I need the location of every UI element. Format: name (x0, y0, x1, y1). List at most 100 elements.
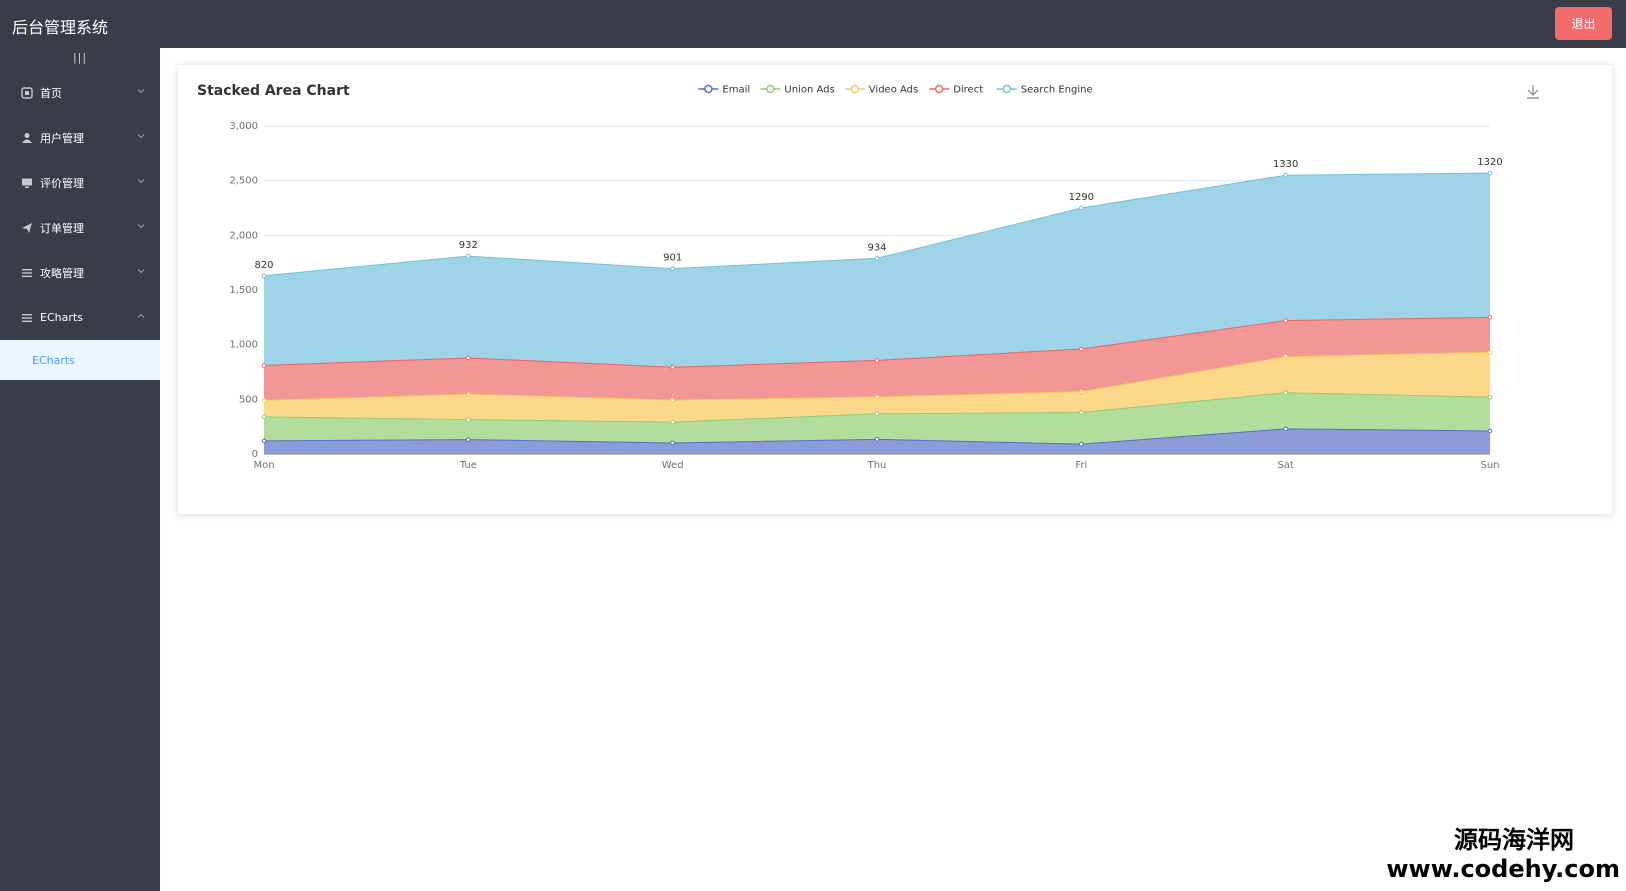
chevron-down-icon (136, 86, 146, 96)
menu-lines-icon[interactable]: ||| (72, 51, 88, 64)
watermark-title: 源码海洋网 (1454, 826, 1574, 854)
data-point (1079, 410, 1084, 415)
x-tick-label: Fri (1075, 460, 1087, 471)
stacked-area-chart: Stacked Area Chart 820 932 901 934 1290 1330 1… (197, 83, 1539, 471)
x-tick-label: Sat (1277, 460, 1293, 471)
data-label: 820 (254, 260, 273, 271)
y-tick-label: 2,000 (229, 230, 258, 241)
legend-marker (850, 84, 860, 94)
y-tick-label: 3,000 (229, 121, 258, 132)
watermark-url: www.codehy.com (1386, 855, 1620, 883)
data-point (1487, 428, 1493, 434)
data-label: 1330 (1273, 159, 1298, 170)
sidebar-item-guides[interactable]: 攻略管理 (0, 250, 160, 295)
main-content: Stacked Area Chart 820 932 901 934 1290 1330 1… (160, 48, 1626, 891)
y-tick-label: 1,500 (229, 285, 258, 296)
data-point (1283, 354, 1288, 359)
y-tick-label: 1,000 (229, 340, 258, 351)
data-point (1079, 346, 1084, 352)
data-point (261, 438, 267, 444)
data-point (670, 364, 675, 370)
data-point (1283, 390, 1288, 396)
legend-item[interactable]: Video Ads (844, 84, 918, 96)
sidebar: ||| 首页 用户管理 评价管理 订单管理 攻略管理 (0, 48, 160, 891)
sidebar-item-label: ECharts (40, 311, 83, 324)
sidebar-item-label: 用户管理 (40, 131, 84, 145)
chevron-down-icon (136, 221, 146, 231)
legend-label: Direct (953, 85, 983, 96)
data-point (1079, 205, 1084, 211)
list-icon (20, 311, 34, 325)
area-direct (264, 317, 1490, 401)
data-point (670, 440, 675, 446)
data-point (874, 394, 880, 400)
data-point (1079, 389, 1084, 394)
chevron-down-icon (136, 266, 146, 276)
submenu-item-echarts[interactable]: ECharts (0, 340, 160, 380)
data-point (261, 398, 267, 403)
x-tick-label: Mon (253, 460, 274, 471)
chart-title: Stacked Area Chart (197, 83, 350, 99)
data-point (874, 255, 880, 261)
data-point (670, 419, 675, 425)
chart-card: Stacked Area Chart 820 932 901 934 1290 1330 1… (177, 64, 1613, 515)
data-point (261, 363, 267, 368)
user-icon (20, 131, 34, 145)
sidebar-item-label: 攻略管理 (40, 266, 84, 280)
chevron-down-icon (136, 176, 146, 186)
legend-item[interactable]: Union Ads (760, 84, 835, 96)
data-label: 932 (459, 240, 478, 251)
sidebar-item-orders[interactable]: 订单管理 (0, 205, 160, 250)
legend-label: Video Ads (869, 85, 918, 96)
watermark: 源码海洋网 www.codehy.com (1386, 820, 1620, 883)
y-tick-label: 500 (239, 394, 258, 405)
legend-marker (1002, 84, 1012, 94)
data-point (466, 392, 471, 397)
x-tick-label: Tue (459, 460, 477, 471)
download-icon[interactable] (1527, 85, 1539, 99)
app-title: 后台管理系统 (12, 18, 109, 37)
data-label: 1290 (1069, 192, 1094, 203)
sidebar-item-echarts[interactable]: ECharts (0, 295, 160, 340)
sidebar-item-users[interactable]: 用户管理 (0, 115, 160, 160)
area-video-ads (264, 352, 1490, 423)
area-search-engine (264, 173, 1490, 368)
y-tick-label: 0 (252, 449, 258, 460)
area-union-ads (264, 392, 1490, 445)
x-tick-label: Thu (867, 460, 887, 471)
x-tick-label: Wed (662, 460, 684, 471)
data-point (874, 358, 880, 363)
data-point (670, 266, 675, 271)
sidebar-item-label: 首页 (40, 86, 62, 100)
logout-button[interactable]: 退出 (1555, 7, 1612, 40)
y-tick-label: 2,500 (229, 176, 258, 187)
chevron-up-icon (136, 311, 146, 321)
data-point (466, 253, 471, 259)
data-point (261, 273, 267, 279)
data-label: 1320 (1477, 157, 1502, 168)
sidebar-item-label: 评价管理 (40, 176, 84, 190)
sidebar-item-label: 订单管理 (40, 221, 84, 235)
data-point (1487, 170, 1493, 176)
sidebar-item-home[interactable]: 首页 (0, 70, 160, 115)
send-icon (20, 221, 34, 235)
data-label: 934 (867, 242, 886, 253)
legend-marker (766, 84, 775, 94)
data-point (261, 414, 267, 420)
legend-item[interactable]: Search Engine (996, 84, 1093, 96)
data-label: 901 (663, 253, 682, 264)
legend-marker (704, 84, 713, 94)
home-icon (20, 86, 34, 100)
legend-label: Email (722, 85, 750, 96)
sidebar-item-reviews[interactable]: 评价管理 (0, 160, 160, 205)
data-point (1283, 426, 1288, 432)
data-point (466, 437, 471, 442)
legend-item[interactable]: Email (698, 85, 750, 96)
legend-label: Search Engine (1021, 85, 1093, 96)
data-point (874, 437, 880, 442)
data-point (874, 411, 880, 417)
top-header: 后台管理系统 退出 (0, 0, 1626, 48)
legend-item[interactable]: Direct (929, 85, 983, 96)
legend-marker (934, 84, 944, 94)
legend-label: Union Ads (784, 85, 834, 96)
